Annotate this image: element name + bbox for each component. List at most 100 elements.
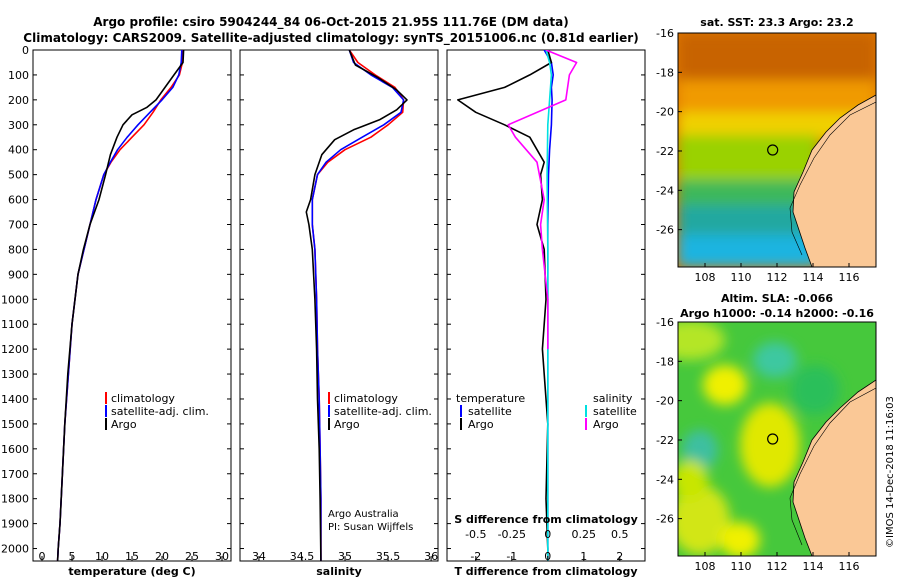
- legend-label-t-satellite: satellite: [468, 405, 512, 418]
- depth-tick-label: 200: [8, 94, 29, 107]
- sla-land: [792, 379, 876, 556]
- map-lon-tick-label: 112: [767, 271, 788, 284]
- sst-band-cyan: [678, 235, 818, 267]
- difference-legend-temperature: temperature satellite Argo: [456, 392, 525, 431]
- map-lat-tick-label: -20: [656, 106, 674, 119]
- sla-blob-2: [703, 365, 747, 405]
- map-lat-tick-label: -26: [656, 513, 674, 526]
- x-tick-label: 35: [338, 550, 352, 563]
- legend-label-climatology: climatology: [111, 392, 175, 405]
- sst-bathy-contour: [789, 101, 876, 256]
- depth-tick-label: 1900: [1, 518, 29, 531]
- series-line-3: [507, 50, 578, 350]
- sla-map-title: Altim. SLA: -0.066: [721, 292, 833, 305]
- map-lat-tick-label: -24: [656, 473, 674, 486]
- map-lat-tick-label: -20: [656, 395, 674, 408]
- sla-map-axes: 108 110 112 114 116 -16 -18 -20 -22 -24 -26: [656, 316, 859, 573]
- salinity-legend: climatology satellite-adj. clim. Argo Ar…: [328, 392, 432, 533]
- x-tick-label: 0: [39, 550, 46, 563]
- map-lon-tick-label: 112: [767, 560, 788, 573]
- header-line-1: Argo profile: csiro 5904244_84 06-Oct-20…: [93, 15, 568, 30]
- s-difference-axis-label: S difference from climatology: [454, 513, 638, 526]
- x-tick-label: 5: [69, 550, 76, 563]
- depth-tick-label: 800: [8, 243, 29, 256]
- map-lat-tick-label: -18: [656, 66, 674, 79]
- series-line-2: [56, 50, 185, 561]
- sla-blob-9: [720, 522, 760, 556]
- x-tick-label: -1: [506, 550, 517, 563]
- sla-argo-location-marker: [767, 433, 779, 445]
- legend-label-t-argo: Argo: [468, 418, 494, 431]
- sla-blob-4: [740, 403, 800, 487]
- x-tick-label: 20: [155, 550, 169, 563]
- depth-tick-label: 0: [22, 44, 29, 57]
- salinity-plot: [305, 50, 408, 561]
- legend-title-temperature: temperature: [456, 392, 525, 405]
- side-stamp: ©IMOS 14-Dec-2018 11:16:03: [885, 396, 896, 548]
- series-line-1: [311, 50, 405, 561]
- series-line-1: [56, 50, 183, 561]
- sst-argo-location-marker: [767, 144, 779, 156]
- map-lon-tick-label: 108: [695, 560, 716, 573]
- series-line-2: [545, 50, 553, 561]
- sla-bathy-contour: [789, 387, 876, 546]
- sla-blob-5: [682, 430, 718, 470]
- depth-tick-label: 900: [8, 268, 29, 281]
- map-lat-tick-label: -22: [656, 145, 674, 158]
- difference-plot: [456, 50, 578, 561]
- sla-blob-1: [678, 322, 725, 360]
- x-tick-label: 1: [580, 550, 587, 563]
- s-diff-tick-label: 0: [544, 528, 551, 541]
- depth-tick-label: 1000: [1, 293, 29, 306]
- depth-tick-label: 1500: [1, 418, 29, 431]
- x-tick-label: 0: [544, 550, 551, 563]
- difference-legend-salinity: salinity satellite Argo: [585, 392, 637, 431]
- credit-line-2: PI: Susan Wijffels: [328, 522, 413, 533]
- legend-label-s-argo: Argo: [593, 418, 619, 431]
- legend-label-s-satellite: satellite: [593, 405, 637, 418]
- x-tick-label: 10: [95, 550, 109, 563]
- sla-blob-3: [753, 342, 797, 378]
- credit-line-1: Argo Australia: [328, 509, 399, 520]
- map-lon-tick-label: 114: [803, 560, 824, 573]
- series-line-1: [456, 50, 553, 561]
- series-line-0: [311, 50, 405, 561]
- map-lon-tick-label: 116: [839, 560, 860, 573]
- depth-tick-label: 500: [8, 169, 29, 182]
- x-tick-label: 34: [252, 550, 266, 563]
- sst-band-lime: [678, 135, 818, 185]
- legend-label-satellite: satellite-adj. clim.: [111, 405, 209, 418]
- map-lon-tick-label: 116: [839, 271, 860, 284]
- temperature-plot: [56, 50, 185, 561]
- sst-map-image: [678, 33, 876, 267]
- depth-tick-label: 1100: [1, 318, 29, 331]
- t-difference-axis-label: T difference from climatology: [454, 565, 637, 578]
- map-lat-tick-label: -18: [656, 355, 674, 368]
- sst-land: [792, 94, 876, 267]
- depth-axis: 0 100 200 300 400 500 600 700 800 900 1000 1100 1200…: [1, 44, 645, 556]
- map-lat-tick-label: -24: [656, 184, 674, 197]
- depth-tick-label: 1400: [1, 393, 29, 406]
- depth-tick-label: 1300: [1, 368, 29, 381]
- x-tick-label: 15: [125, 550, 139, 563]
- s-diff-tick-label: -0.25: [498, 528, 526, 541]
- temperature-axis-label: temperature (deg C): [68, 565, 195, 578]
- map-lon-tick-label: 110: [731, 271, 752, 284]
- depth-tick-label: 400: [8, 144, 29, 157]
- sla-blob-7: [678, 460, 708, 500]
- legend-label-satellite: satellite-adj. clim.: [334, 405, 432, 418]
- sla-blob-8: [790, 365, 840, 415]
- map-lat-tick-label: -16: [656, 316, 674, 329]
- legend-label-climatology: climatology: [334, 392, 398, 405]
- depth-tick-label: 1600: [1, 443, 29, 456]
- s-diff-tick-label: 0.25: [572, 528, 597, 541]
- map-lon-tick-label: 108: [695, 271, 716, 284]
- s-diff-tick-label: -0.5: [465, 528, 486, 541]
- depth-tick-label: 1800: [1, 493, 29, 506]
- depth-tick-label: 600: [8, 194, 29, 207]
- header-line-2: Climatology: CARS2009. Satellite-adjuste…: [23, 31, 638, 46]
- sst-map-title: sat. SST: 23.3 Argo: 23.2: [700, 16, 853, 29]
- x-axes: 0 5 10 15 20 25 30 34 34.5 35 35.5 36 -2 -1 0 1 2 -0.5 -0.…: [39, 528, 629, 563]
- x-tick-label: 36: [424, 550, 438, 563]
